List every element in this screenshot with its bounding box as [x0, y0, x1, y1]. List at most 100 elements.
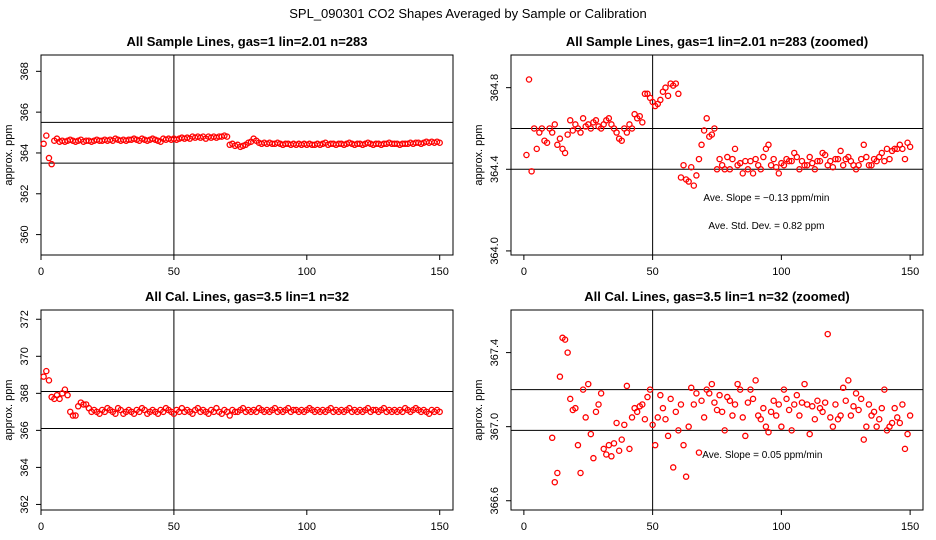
data-point	[700, 414, 708, 421]
data-point	[801, 161, 808, 169]
data-point	[43, 367, 50, 375]
data-point	[621, 421, 628, 429]
data-point	[739, 170, 747, 177]
data-point	[579, 115, 587, 122]
data-point	[45, 154, 53, 162]
data-point	[651, 441, 659, 449]
data-point	[690, 401, 698, 408]
data-point	[64, 391, 71, 399]
data-point	[857, 395, 865, 403]
data-point	[780, 386, 788, 393]
data-point	[618, 436, 625, 443]
data-point	[554, 141, 561, 149]
data-point	[834, 155, 842, 163]
data-point	[829, 423, 837, 430]
data-point	[811, 166, 819, 173]
x-tick-label: 50	[168, 266, 180, 278]
data-point	[894, 414, 901, 421]
data-point	[863, 423, 870, 430]
data-point	[657, 96, 664, 104]
data-point	[770, 397, 777, 404]
y-tick-label: 360	[19, 225, 31, 243]
data-point	[850, 403, 857, 410]
data-point	[533, 145, 541, 153]
data-point	[762, 423, 770, 430]
data-point	[899, 145, 906, 153]
data-point	[667, 395, 674, 403]
data-point	[572, 404, 579, 412]
data-point	[878, 149, 886, 157]
data-point	[698, 397, 705, 404]
data-point	[677, 174, 685, 181]
data-point	[793, 153, 801, 161]
data-point	[757, 416, 765, 423]
data-point	[713, 406, 721, 414]
data-point	[523, 151, 530, 159]
data-point	[852, 390, 860, 397]
data-point	[688, 163, 695, 171]
data-point	[798, 399, 806, 406]
panel-title: All Cal. Lines, gas=3.5 lin=1 n=32 (zoom…	[584, 289, 850, 304]
data-point	[736, 386, 744, 393]
data-point	[597, 390, 605, 397]
data-point	[682, 473, 690, 480]
data-point	[775, 170, 783, 177]
data-point	[806, 153, 813, 161]
data-point	[742, 432, 749, 440]
data-point	[747, 386, 754, 393]
data-point	[731, 145, 739, 153]
data-point	[796, 412, 803, 419]
data-point	[824, 330, 831, 338]
data-point	[904, 430, 911, 438]
data-point	[664, 432, 672, 440]
data-point	[706, 390, 713, 397]
data-point	[711, 125, 718, 132]
panel-title: All Cal. Lines, gas=3.5 lin=1 n=32	[145, 289, 349, 304]
x-tick-label: 150	[431, 266, 449, 278]
data-point	[718, 408, 726, 416]
data-point	[760, 404, 767, 412]
y-axis-label: approx. ppm	[3, 124, 15, 185]
data-point	[40, 140, 47, 148]
data-point	[901, 155, 909, 163]
data-point	[644, 393, 651, 401]
data-point	[592, 408, 600, 416]
data-point	[814, 397, 821, 404]
data-point	[891, 145, 898, 153]
data-point	[791, 401, 798, 408]
data-point	[693, 172, 700, 179]
data-point	[600, 445, 607, 453]
data-point	[814, 157, 821, 165]
data-point	[865, 161, 873, 169]
data-point	[695, 155, 703, 163]
data-point	[639, 401, 646, 408]
data-point	[615, 447, 623, 454]
data-point	[726, 397, 734, 404]
data-point	[734, 380, 741, 388]
y-tick-label: 366	[19, 103, 31, 121]
data-point	[731, 401, 739, 408]
data-point	[809, 403, 816, 410]
data-point	[669, 464, 677, 471]
data-point	[603, 451, 610, 458]
data-point	[543, 139, 551, 147]
data-point	[742, 157, 749, 165]
data-point	[711, 399, 718, 406]
data-point	[868, 161, 875, 169]
plot-frame	[510, 54, 924, 256]
data-point	[551, 478, 559, 486]
data-point	[695, 449, 703, 456]
data-point	[842, 397, 850, 404]
data-point	[654, 414, 662, 421]
data-point	[618, 137, 625, 144]
data-point	[878, 404, 886, 412]
y-axis-label: approx. ppm	[3, 379, 15, 440]
data-point	[690, 182, 698, 189]
y-axis-label: approx. ppm	[473, 379, 485, 440]
data-point	[56, 395, 63, 403]
data-point	[569, 127, 577, 134]
data-point	[749, 395, 757, 403]
data-point	[436, 139, 443, 147]
plot-frame	[40, 54, 454, 256]
x-tick-label: 50	[647, 521, 659, 533]
